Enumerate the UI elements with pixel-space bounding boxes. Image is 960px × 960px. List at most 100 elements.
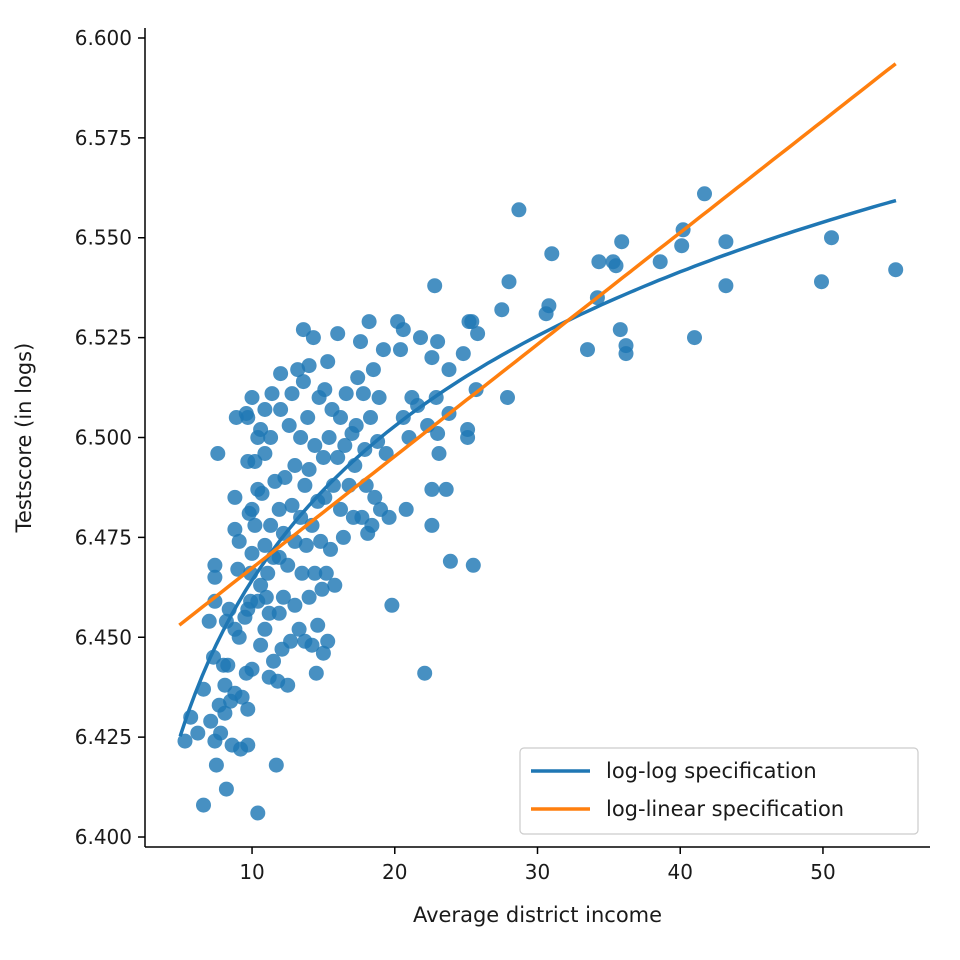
scatter-point: [350, 370, 366, 386]
scatter-point: [814, 274, 829, 290]
scatter-point: [424, 481, 440, 497]
scatter-point: [327, 577, 343, 593]
fit-lines: [178, 62, 897, 737]
scatter-point: [442, 553, 458, 569]
x-tick-label: 20: [382, 860, 407, 884]
scatter-point: [240, 737, 256, 753]
scatter-point: [287, 597, 303, 613]
y-tick-label: 6.600: [75, 26, 132, 50]
scatter-point: [294, 565, 310, 581]
scatter-point: [305, 330, 321, 346]
scatter-point: [494, 302, 510, 318]
y-tick-label: 6.400: [75, 825, 132, 849]
scatter-point: [323, 541, 338, 557]
scatter-point: [271, 605, 287, 621]
legend-label-log-log: log-log specification: [606, 759, 817, 783]
y-tick-label: 6.500: [75, 426, 132, 450]
scatter-point: [253, 577, 269, 593]
scatter-point: [304, 637, 320, 653]
scatter-point: [240, 410, 256, 425]
scatter-point: [544, 246, 560, 262]
scatter-point: [307, 565, 323, 581]
scatter-point: [260, 565, 276, 581]
scatter-point: [247, 454, 263, 469]
y-tick-label: 6.425: [75, 725, 132, 749]
scatter-point: [271, 501, 287, 517]
scatter-point: [424, 517, 440, 533]
scatter-point: [460, 422, 476, 437]
scatter-point: [234, 689, 250, 705]
y-tick-label: 6.525: [75, 326, 132, 350]
x-axis-label: Average district income: [413, 903, 662, 927]
scatter-point: [395, 322, 411, 338]
scatter-point: [320, 354, 336, 370]
scatter-point: [280, 677, 296, 693]
scatter-point: [277, 470, 293, 485]
scatter-point: [501, 274, 517, 290]
scatter-point: [363, 410, 378, 425]
scatter-point: [541, 298, 557, 314]
scatter-point: [465, 557, 481, 573]
scatter-point: [297, 477, 313, 493]
x-tick-label: 50: [810, 860, 835, 884]
scatter-point: [455, 346, 471, 362]
scatter-point: [295, 374, 311, 390]
scatter-point: [280, 557, 296, 573]
scatter-point: [304, 517, 320, 533]
x-ticks: 10 20 30 40 50: [239, 847, 836, 884]
scatter-point: [227, 521, 243, 537]
scatter-point: [220, 657, 236, 673]
scatter-point: [217, 677, 233, 693]
scatter-point: [330, 450, 346, 465]
scatter-point: [591, 254, 607, 270]
legend-box: [519, 747, 919, 835]
scatter-point: [500, 390, 515, 405]
scatter-point: [290, 362, 306, 378]
scatter-point: [307, 438, 323, 453]
scatter-point: [718, 234, 734, 250]
scatter-point: [244, 545, 260, 561]
scatter-point: [718, 278, 734, 294]
x-tick-label: 30: [525, 860, 550, 884]
scatter-point: [227, 489, 243, 505]
x-tick-label: 40: [668, 860, 693, 884]
scatter-point: [257, 621, 273, 637]
scatter-point: [263, 517, 279, 533]
scatter-point: [318, 565, 334, 581]
scatter-point: [417, 665, 433, 681]
scatter-point: [284, 497, 300, 513]
scatter-point: [888, 262, 904, 278]
legend: log-log specification log-linear specifi…: [519, 747, 919, 835]
scatter-point: [258, 589, 274, 605]
scatter-point: [618, 346, 634, 362]
scatter-point: [257, 446, 273, 461]
scatter-point: [281, 418, 297, 433]
scatter-point: [381, 509, 397, 525]
scatter-point: [652, 254, 668, 270]
scatter-point: [207, 557, 223, 573]
scatter-point: [300, 410, 316, 425]
scatter-point: [207, 569, 223, 585]
scatter-point: [275, 589, 291, 605]
scatter-point: [208, 757, 224, 773]
scatter-point: [674, 238, 690, 254]
scatter-point: [410, 398, 426, 413]
scatter-point: [687, 330, 702, 346]
scatter-point: [361, 314, 377, 330]
fit-line-log-log: [178, 198, 897, 737]
scatter-point: [247, 517, 263, 533]
fit-line-log-linear: [178, 62, 897, 627]
scatter-point: [353, 334, 368, 350]
scatter-point: [250, 805, 266, 821]
scatter-point: [273, 402, 289, 417]
scatter-points: [177, 186, 904, 821]
scatter-point: [355, 386, 371, 402]
y-tick-label: 6.450: [75, 625, 132, 649]
y-tick-label: 6.575: [75, 126, 132, 150]
scatter-point: [431, 446, 447, 461]
scatter-point: [612, 322, 628, 338]
scatter-point: [333, 501, 348, 517]
scatter-point: [273, 366, 289, 382]
scatter-point: [413, 330, 428, 346]
